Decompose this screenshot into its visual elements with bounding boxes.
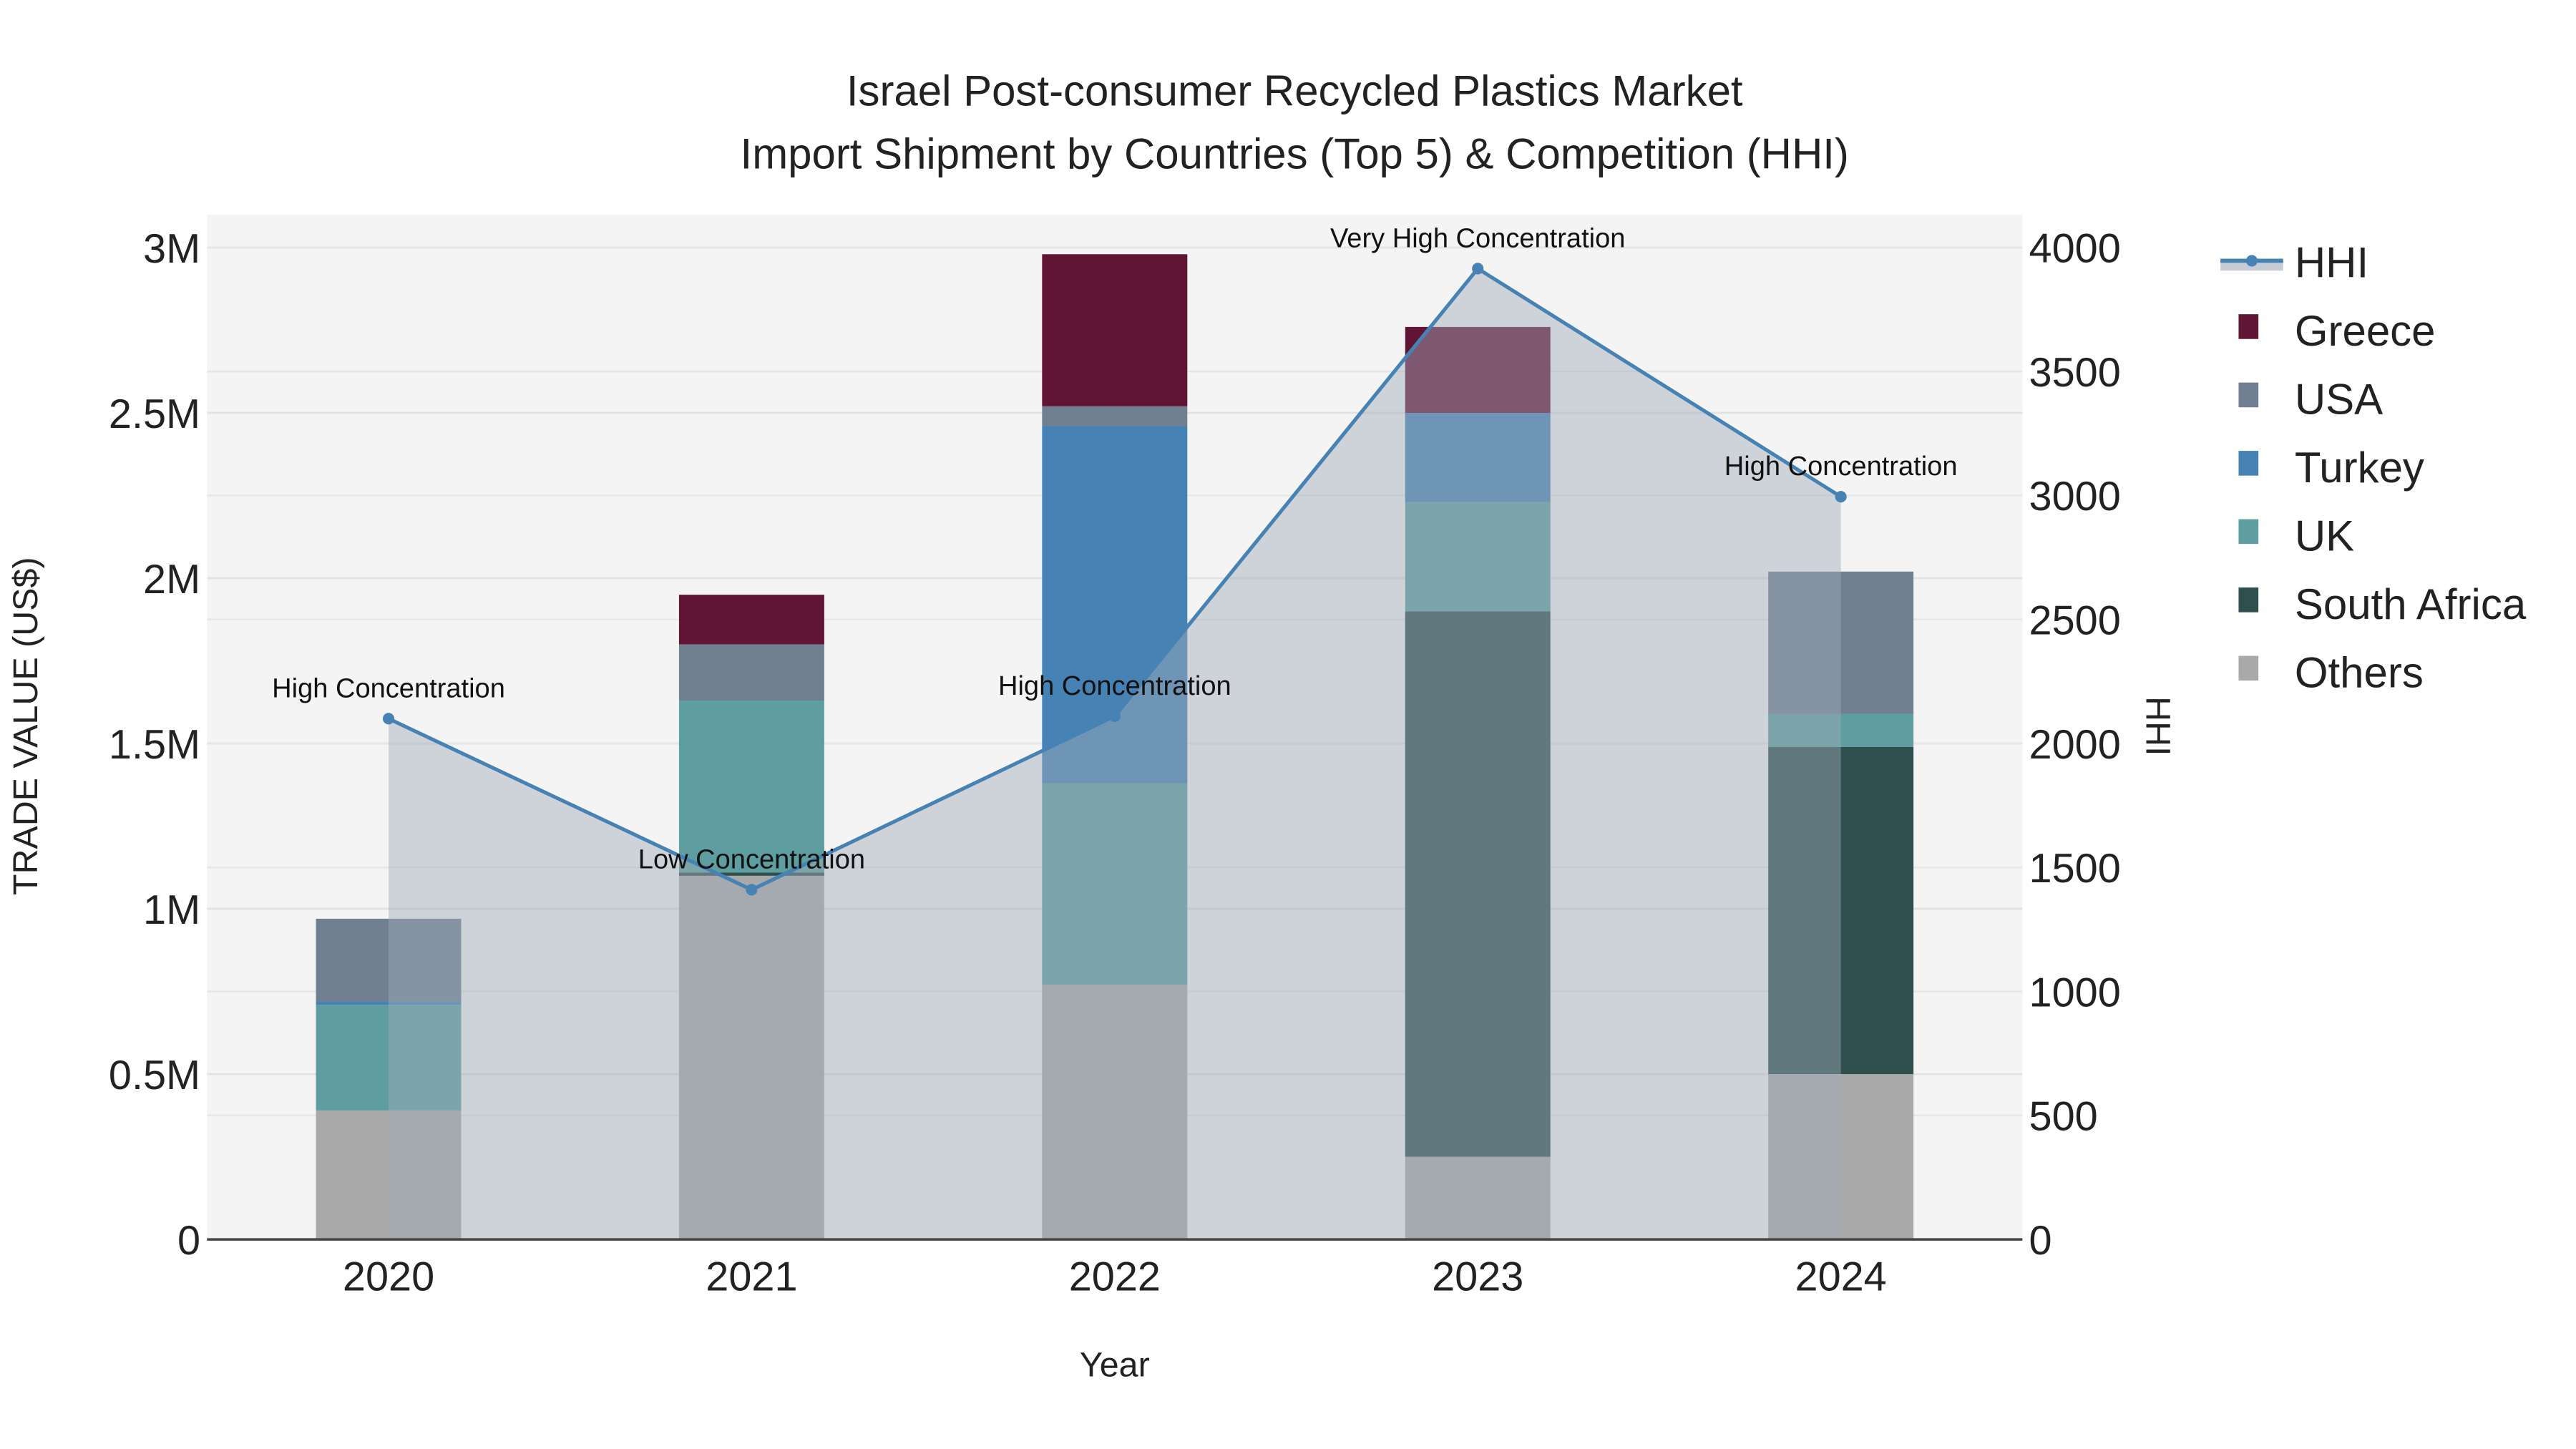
bar-uk-2022 xyxy=(1042,783,1188,985)
y2-tick-label: 2500 xyxy=(2029,597,2121,643)
bar-turkey-2023 xyxy=(1405,413,1551,502)
x-tick-label: 2022 xyxy=(1069,1254,1161,1300)
bar-others-2020 xyxy=(316,1110,462,1240)
y2-tick-label: 3000 xyxy=(2029,474,2121,519)
bar-uk-2023 xyxy=(1405,502,1551,612)
hhi-point-2020 xyxy=(382,713,395,725)
bar-uk-2021 xyxy=(678,700,824,873)
hhi-annotation: Low Concentration xyxy=(638,844,865,874)
bar-others-2023 xyxy=(1405,1156,1551,1240)
hhi-annotation: High Concentration xyxy=(272,673,505,703)
hhi-area xyxy=(389,268,1841,1240)
legend-label-others: Others xyxy=(2295,648,2424,696)
hhi-annotation: High Concentration xyxy=(998,671,1231,701)
bar-uk-2024 xyxy=(1768,713,1914,747)
bar-usa-2024 xyxy=(1768,571,1914,714)
bar-usa-2021 xyxy=(678,644,824,701)
bar-south-africa-2024 xyxy=(1768,746,1914,1075)
legend-swatch-uk xyxy=(2238,519,2259,545)
x-tick-label: 2021 xyxy=(706,1254,797,1300)
bar-others-2024 xyxy=(1768,1074,1914,1240)
y2-tick-label: 500 xyxy=(2029,1094,2098,1140)
legend-swatch-hhi-marker xyxy=(2245,255,2258,267)
y2-tick-label: 1000 xyxy=(2029,970,2121,1015)
y2-tick-label: 0 xyxy=(2029,1218,2052,1264)
bar-others-2021 xyxy=(678,875,824,1240)
bar-south-africa-2021 xyxy=(678,872,824,876)
legend-swatch-greece xyxy=(2238,314,2259,339)
y-tick-label: 0.5M xyxy=(109,1053,200,1098)
hhi-point-2022 xyxy=(1108,710,1121,722)
legend-label-greece: Greece xyxy=(2295,307,2436,355)
chart-title-line-1: Israel Post-consumer Recycled Plastics M… xyxy=(847,67,1743,115)
y-tick-label: 2.5M xyxy=(109,391,200,437)
y2-tick-label: 1500 xyxy=(2029,846,2121,892)
chart-title-line-2: Import Shipment by Countries (Top 5) & C… xyxy=(741,130,1849,177)
y2-axis-title: HHI xyxy=(2138,696,2177,756)
x-axis-title: Year xyxy=(1080,1346,1150,1385)
legend-label-south-africa: South Africa xyxy=(2295,580,2527,628)
y-tick-label: 1.5M xyxy=(109,722,200,768)
bar-greece-2022 xyxy=(1042,254,1188,406)
y2-tick-label: 2000 xyxy=(2029,722,2121,768)
y-axis-title: TRADE VALUE (US$) xyxy=(6,557,45,895)
y-tick-label: 3M xyxy=(143,226,200,272)
x-tick-label: 2020 xyxy=(343,1254,434,1300)
bar-greece-2023 xyxy=(1405,326,1551,414)
legend-label-usa: USA xyxy=(2295,375,2383,423)
hhi-point-2023 xyxy=(1472,263,1484,275)
hhi-point-2021 xyxy=(746,884,758,896)
hhi-annotation: High Concentration xyxy=(1724,452,1958,482)
legend-swatch-turkey xyxy=(2238,451,2259,476)
bar-greece-2021 xyxy=(678,595,824,645)
y2-tick-label: 4000 xyxy=(2029,226,2121,272)
legend-label-uk: UK xyxy=(2295,512,2354,560)
bar-others-2022 xyxy=(1042,985,1188,1240)
legend-swatch-others xyxy=(2238,655,2259,681)
legend-label-turkey: Turkey xyxy=(2295,444,2424,492)
bar-turkey-2020 xyxy=(316,1001,462,1005)
bar-south-africa-2023 xyxy=(1405,611,1551,1157)
y2-tick-label: 3500 xyxy=(2029,350,2121,396)
hhi-annotation: Very High Concentration xyxy=(1330,223,1625,253)
y-tick-label: 1M xyxy=(143,887,200,933)
bar-uk-2020 xyxy=(316,1005,462,1111)
x-tick-label: 2024 xyxy=(1795,1254,1887,1300)
x-tick-label: 2023 xyxy=(1432,1254,1523,1300)
y-tick-label: 2M xyxy=(143,557,200,602)
bar-usa-2022 xyxy=(1042,406,1188,426)
hhi-point-2024 xyxy=(1835,491,1847,503)
legend-label-hhi: HHI xyxy=(2295,238,2368,286)
y-tick-label: 0 xyxy=(177,1218,200,1264)
legend-swatch-south-africa xyxy=(2238,587,2259,613)
legend-swatch-usa xyxy=(2238,382,2259,408)
bar-turkey-2022 xyxy=(1042,426,1188,784)
bar-usa-2020 xyxy=(316,918,462,1002)
